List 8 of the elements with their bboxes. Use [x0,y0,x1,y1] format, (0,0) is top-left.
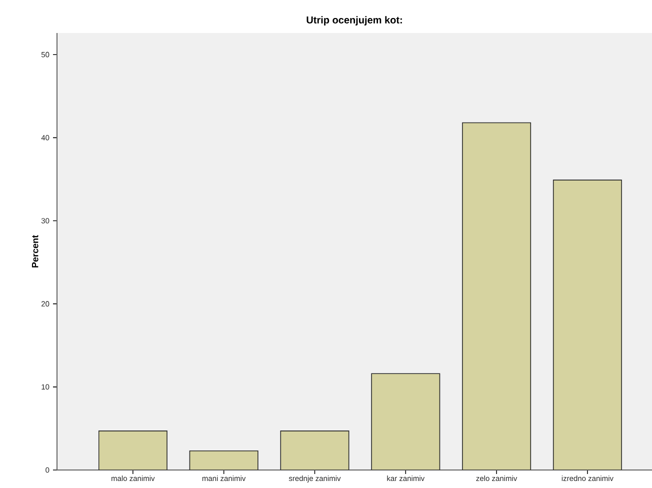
bar [371,373,440,470]
chart-title: Utrip ocenjujem kot: [306,16,402,26]
bar [462,122,532,470]
bar [280,430,350,470]
y-axis-title: Percent [32,235,38,268]
bar [552,180,622,470]
bar [189,450,258,470]
bar [98,430,168,470]
